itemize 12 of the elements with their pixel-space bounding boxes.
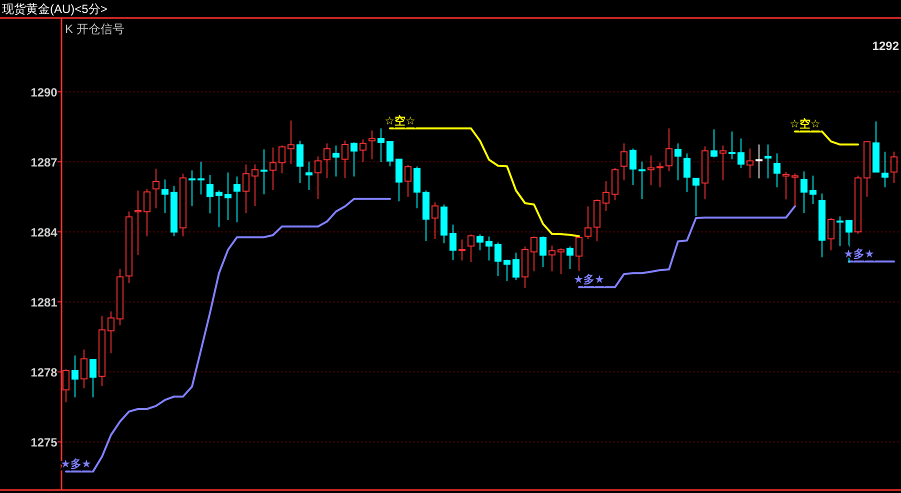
annotation: 1292 [872, 39, 900, 53]
annotation: ☆空☆ [384, 114, 416, 128]
annotation: ☆空☆ [790, 117, 820, 130]
annotation: ★多★ [574, 273, 604, 286]
y-tick-label: 1281 [30, 295, 58, 310]
chart-subtitle: K 开仓信号 [65, 22, 124, 36]
y-tick-label: 1284 [30, 225, 58, 240]
chart-title: 现货黄金(AU)<5分> [2, 2, 108, 16]
y-tick-label: 1275 [30, 435, 58, 450]
y-tick-label: 1290 [30, 85, 58, 100]
y-tick-label: 1278 [30, 365, 58, 380]
y-tick-label: 1287 [30, 155, 58, 170]
